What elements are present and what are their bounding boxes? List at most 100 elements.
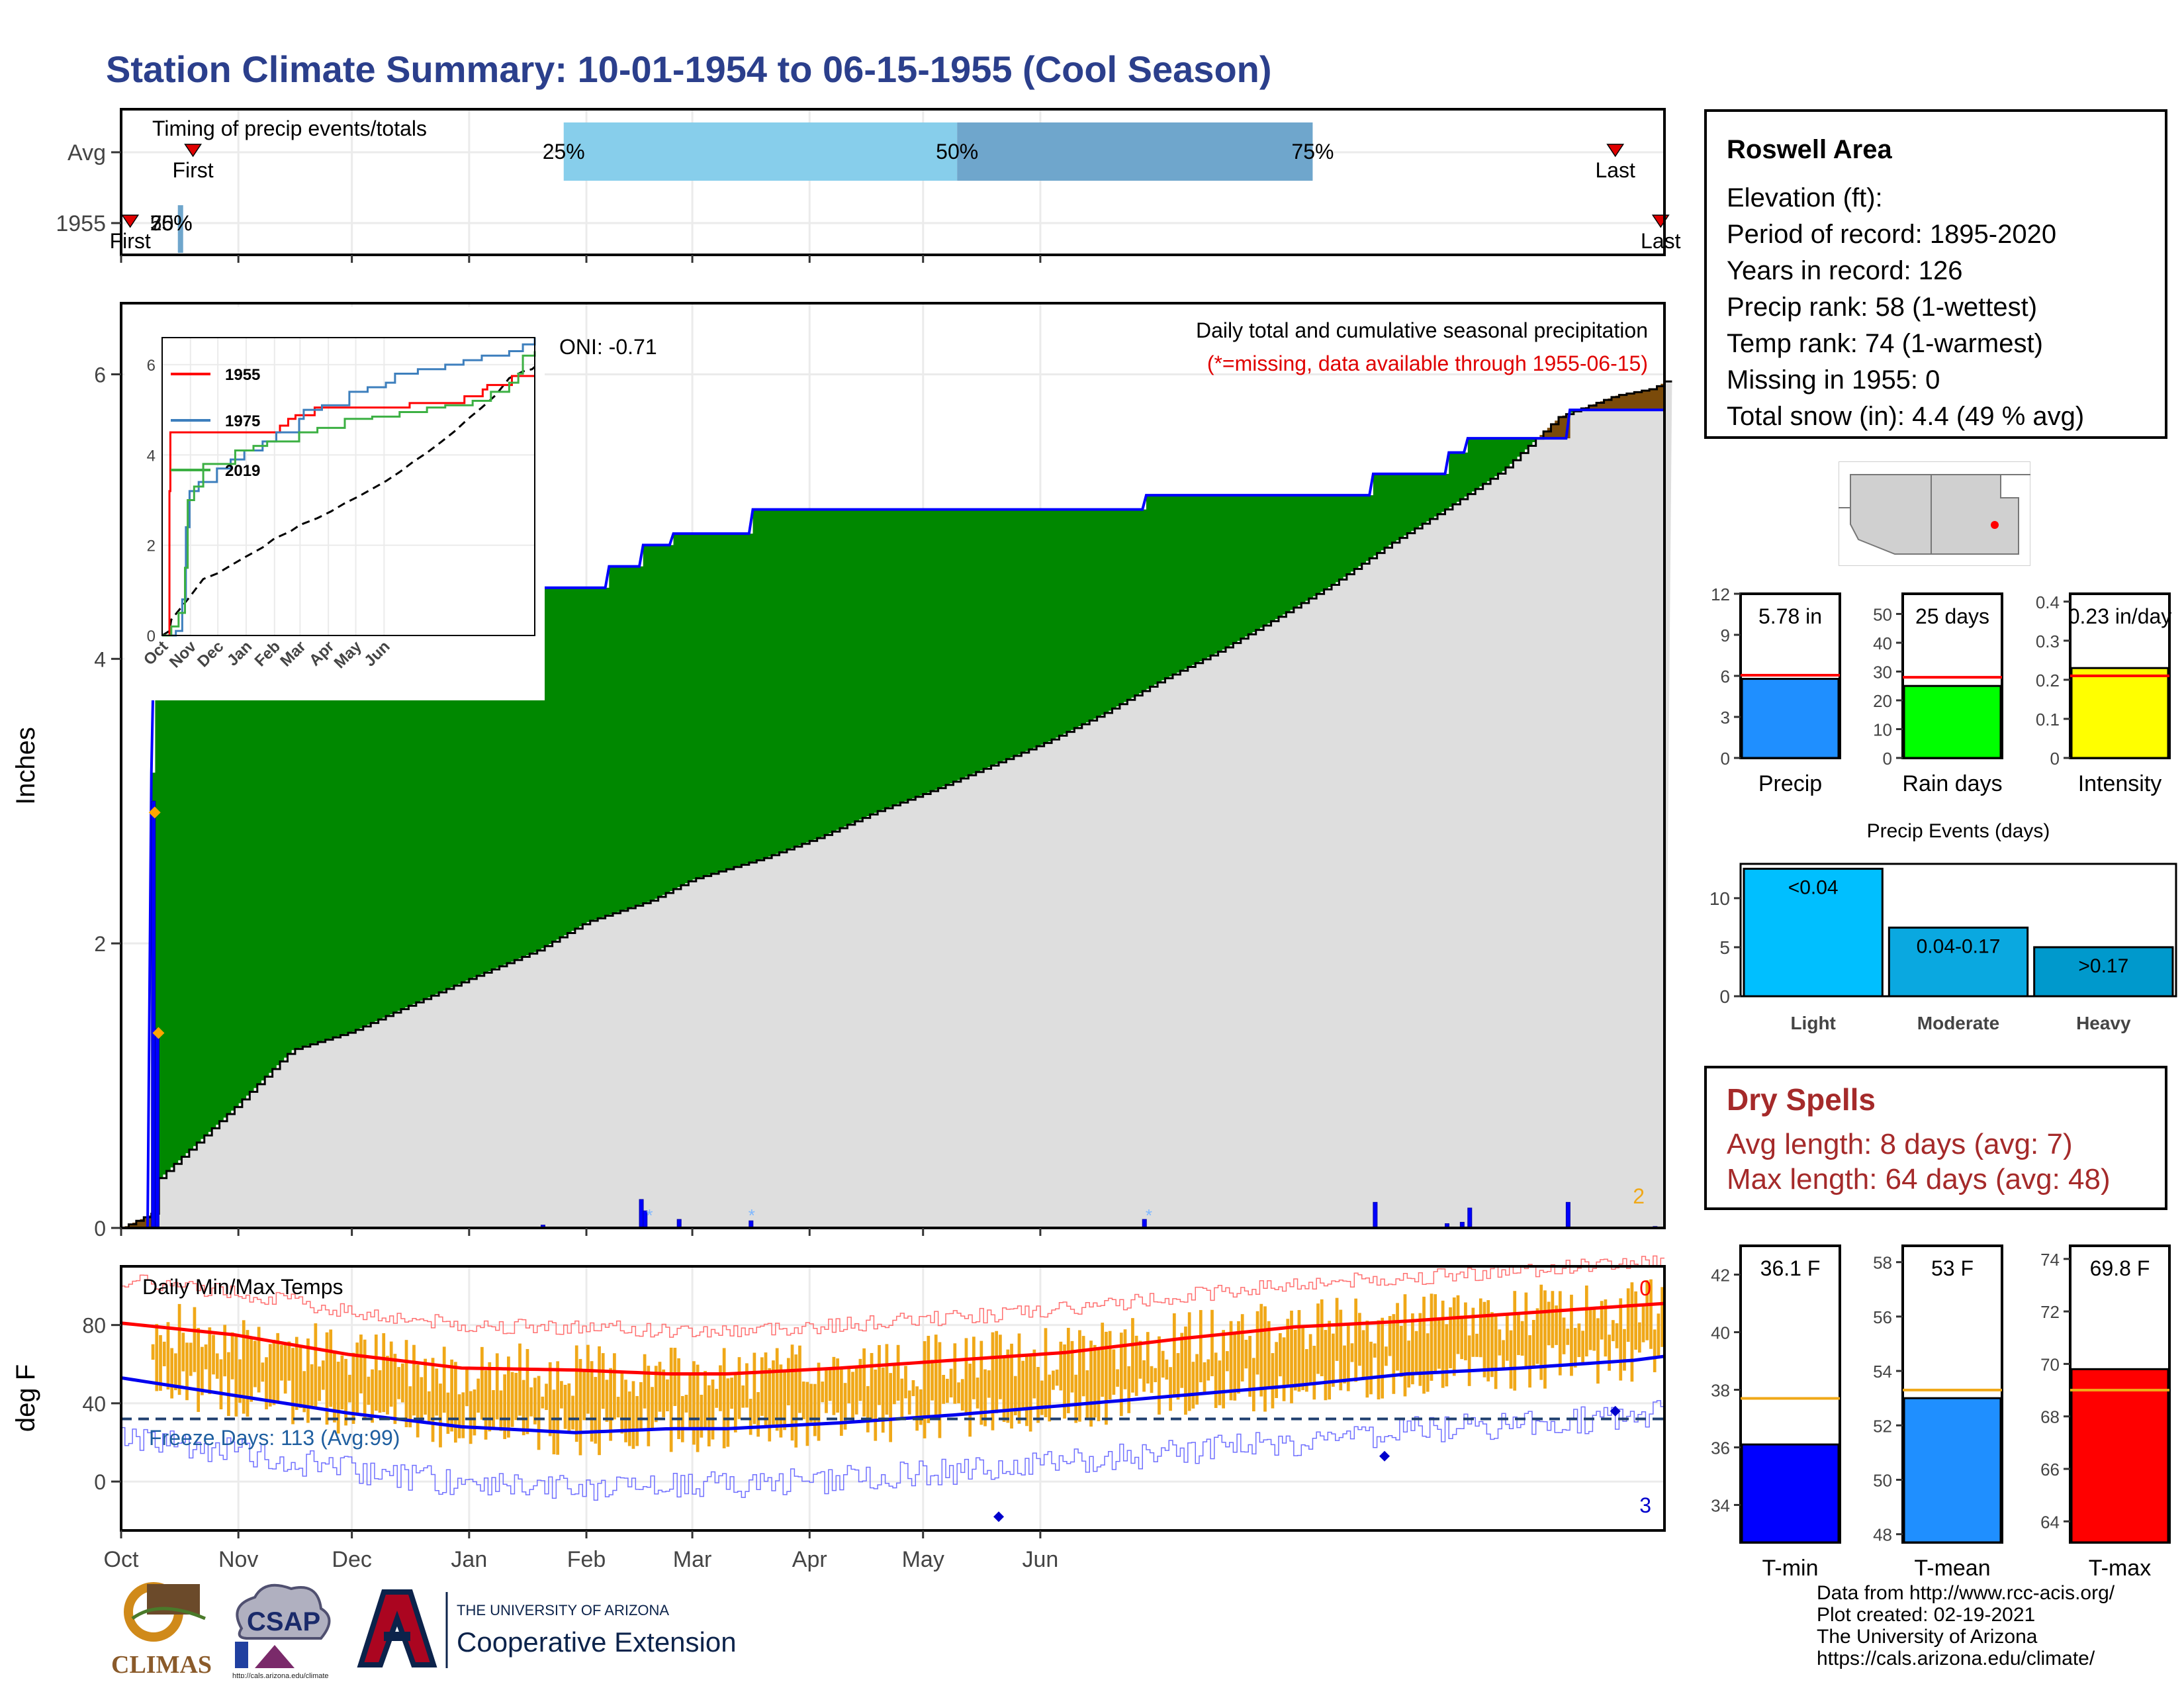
daily-temp-bar [1588,1308,1592,1350]
record-max-line [121,1255,1664,1338]
daily-temp-bar [431,1358,435,1442]
avg-q25-q50-bar [563,122,958,181]
daily-temp-bar [193,1307,197,1372]
panel-label: Rain days [1902,771,2002,796]
daily-temp-bar [764,1352,768,1427]
y-tick-label: 9 [1721,626,1730,645]
daily-temp-bar [223,1325,227,1377]
daily-temp-bar [374,1335,378,1411]
daily-temp-bar [492,1389,495,1429]
daily-temp-bar [1600,1301,1604,1340]
orange-marker [148,806,161,819]
daily-temp-bar [828,1370,832,1401]
daily-temp-bar [541,1396,545,1409]
y-tick-label: 30 [1873,662,1892,682]
daily-temp-bar [507,1356,510,1438]
event-category: Moderate [1917,1013,1999,1033]
daily-temp-bar [881,1367,885,1433]
temp-summary-bars: 36.1 F 34 36 38 40 42 T-min 53 F 48 50 52 54 56 58 T-m… [1711,1244,2171,1581]
daily-temp-bar [333,1352,336,1423]
daily-temp-bar [1392,1314,1396,1394]
summary-panel-intensity: 0.23 in/day 0 0.1 0.2 0.3 0.4 Intensity [2036,592,2171,796]
value-text: 36.1 F [1760,1256,1821,1280]
summary-bars: 5.78 in 0 3 6 9 12 Precip 25 days 0 10 20 30 40 50 Rai… [1711,585,2171,796]
daily-temp-bar [643,1354,647,1409]
daily-temp-bar [280,1344,283,1381]
csap-label: CSAP [247,1607,320,1636]
y-tick-label: 3 [1721,708,1730,727]
daily-temp-bar [1498,1329,1502,1356]
daily-temp-bar [768,1368,772,1442]
y-tick-label: 2 [94,932,106,956]
avg-first-label: First [172,158,213,182]
daily-temp-bar [1653,1329,1657,1372]
daily-temp-bar [495,1353,499,1420]
climas-logo: CLIMAS [111,1582,212,1678]
daily-temp-bar [594,1377,598,1444]
daily-temp-bar [907,1390,911,1415]
daily-temp-bar [1206,1359,1210,1381]
y-tick-label: 70 [2040,1354,2060,1374]
daily-temp-bar [321,1360,325,1390]
daily-temp-bar [1354,1298,1358,1382]
daily-temp-bar [1032,1349,1036,1399]
daily-temp-bar [851,1372,854,1421]
daily-temp-bar [719,1365,722,1411]
daily-temp-bar [953,1343,957,1404]
daily-precip-bar [1467,1207,1473,1229]
y-tick-label: 0 [94,1470,106,1494]
daily-temp-bar [412,1344,416,1416]
daily-temp-bar [1251,1358,1255,1412]
daily-temp-bar [465,1366,469,1407]
daily-temp-bar [832,1356,836,1415]
daily-temp-bar [1214,1352,1218,1409]
daily-temp-bar [386,1356,389,1415]
daily-temp-bar [1180,1333,1184,1388]
daily-temp-bar [976,1378,979,1409]
daily-temp-bar [896,1344,900,1401]
avg-min-line [120,1354,1665,1434]
footer-line: Data from http://www.rcc-acis.org/ [1817,1582,2115,1604]
y-tick-label: 0.4 [2036,592,2060,612]
daily-temp-bar [1165,1359,1169,1380]
summary-panel-t-min: 36.1 F 34 36 38 40 42 T-min [1711,1244,1841,1581]
daily-temp-bar [1426,1333,1430,1392]
daily-temp-bar [181,1333,185,1372]
daily-temp-bar [1441,1300,1445,1388]
daily-temp-bar [177,1303,181,1395]
daily-temp-bar [1123,1329,1127,1389]
daily-temp-bar [817,1362,821,1441]
daily-temp-bar [1581,1331,1584,1363]
daily-temp-bar [208,1327,212,1395]
value-bar [2070,667,2169,759]
temp-border [120,1265,1666,1532]
daily-temp-bar [651,1387,654,1430]
daily-precip-bar [1565,1201,1570,1229]
daily-temp-bar [987,1370,991,1398]
daily-temp-bar [1373,1343,1377,1358]
daily-temp-bar [601,1353,605,1409]
panel-label: T-mean [1914,1556,1990,1581]
daily-temp-bar [1006,1349,1010,1423]
panel-label: T-min [1762,1556,1819,1581]
daily-temp-bar [1308,1334,1312,1383]
daily-temp-bar [310,1364,314,1406]
daily-temp-bar [934,1335,938,1420]
month-label: May [902,1547,944,1572]
daily-temp-bar [1513,1291,1517,1391]
daily-temp-bar [1158,1336,1161,1415]
y-tick-label: 74 [2040,1250,2060,1270]
inset-normal-dashed [161,366,535,637]
daily-temp-bar [378,1370,382,1413]
daily-temp-bar [1081,1336,1085,1397]
inset-legend-label: 1955 [225,366,260,384]
daily-temp-bar [151,1344,155,1360]
month-label: Dec [332,1547,371,1572]
daily-temp-bar [1509,1330,1513,1389]
daily-temp-bar [1328,1321,1332,1400]
daily-temp-bar [700,1395,704,1438]
y-tick-label: 52 [1873,1416,1892,1436]
daily-temp-bar [813,1383,817,1436]
daily-temp-bar [915,1386,919,1431]
